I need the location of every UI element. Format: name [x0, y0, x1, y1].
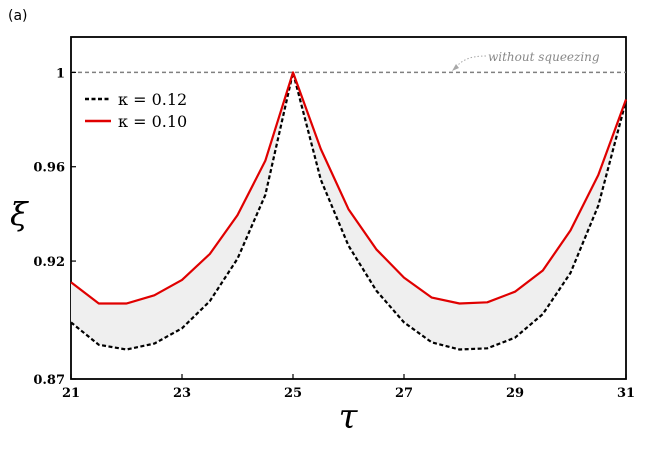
x-tick-label: 31	[617, 386, 635, 401]
y-tick-label: 0.92	[33, 255, 65, 270]
reference-annotation: without squeezing	[452, 50, 600, 71]
panel-label: (a)	[8, 8, 28, 24]
legend-label-kappa-012: κ = 0.12	[118, 90, 187, 109]
x-tick-label: 29	[506, 386, 524, 401]
series-kappa-010	[70, 71, 628, 305]
legend: κ = 0.12 κ = 0.10	[85, 90, 187, 131]
x-tick-label: 21	[62, 386, 80, 401]
annotation-text: without squeezing	[488, 50, 600, 64]
y-tick-label: 0.87	[33, 373, 65, 388]
x-axis: 21 23 25 27 29 31	[62, 374, 635, 401]
x-tick-label: 25	[284, 386, 302, 401]
y-tick-label: 1	[56, 66, 65, 81]
series-layer	[70, 71, 628, 351]
y-axis-label: ξ	[10, 195, 29, 233]
y-axis: 0.87 0.92 0.96 1	[33, 66, 76, 388]
x-tick-label: 27	[395, 386, 413, 401]
plot-area	[70, 36, 628, 380]
annotation-arrow	[454, 55, 487, 69]
legend-label-kappa-010: κ = 0.10	[118, 112, 187, 131]
x-tick-label: 23	[173, 386, 191, 401]
y-tick-label: 0.96	[33, 161, 65, 176]
annotation-arrowhead	[452, 64, 459, 71]
plot-frame	[70, 36, 627, 380]
x-axis-label: τ	[339, 397, 359, 437]
